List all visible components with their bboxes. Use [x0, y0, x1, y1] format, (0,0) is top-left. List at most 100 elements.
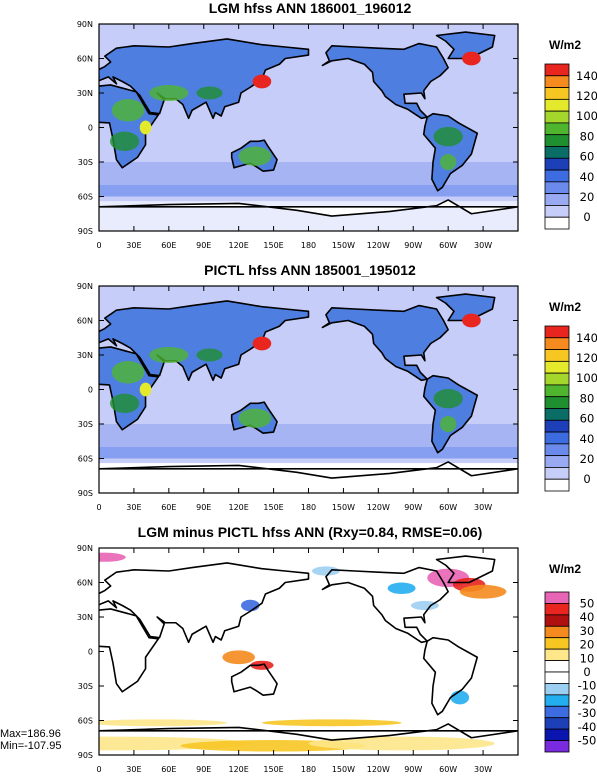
lon-tick-label: 30W: [474, 241, 492, 250]
lat-tick-label: 60S: [78, 717, 93, 726]
coastline-greenland: [435, 555, 496, 584]
panel-title: PICTL hfss ANN 185001_195012: [204, 262, 416, 278]
colorbar-swatch: [544, 325, 570, 339]
colorbar-label: 100: [576, 109, 597, 123]
panel-pictl: PICTL hfss ANN 185001_195012 90N 60N 30N 0 3…: [0, 262, 597, 522]
lon-tick-label: 30E: [126, 765, 141, 774]
stats-text: Max=186.96 Min=-107.95: [0, 728, 61, 752]
colorbar-units: W/m2: [549, 38, 582, 52]
lon-tick-label: 60W: [439, 503, 457, 512]
colorbar-label: 20: [580, 452, 595, 466]
colorbar-swatch: [544, 728, 570, 741]
hotspot: [462, 51, 481, 66]
anomaly-patch: [308, 736, 495, 751]
lat-tick-label: 0: [88, 648, 93, 657]
colorbar-label: 60: [580, 150, 595, 164]
lon-tick-label: 0: [96, 503, 101, 512]
anomaly-patch: [261, 719, 402, 727]
lon-tick-label: 120W: [367, 765, 390, 774]
colorbar-label: 20: [580, 638, 595, 652]
hotspot: [252, 74, 272, 89]
lon-tick-label: 60W: [439, 241, 457, 250]
lat-tick-label: 60S: [78, 193, 93, 202]
colorbar-swatch: [544, 87, 570, 100]
lon-tick-label: 120E: [229, 503, 249, 512]
lat-tick-label: 60N: [77, 317, 93, 326]
lon-tick-label: 180: [301, 765, 316, 774]
colorbar-swatch: [544, 419, 570, 433]
lat-tick-label: 90S: [78, 751, 93, 760]
lat-tick-label: 0: [88, 124, 93, 133]
coastline-antarctica: [99, 199, 518, 217]
colorbar-swatch: [544, 408, 570, 421]
lon-tick-label: 180: [301, 503, 316, 512]
coastline-antarctica: [99, 723, 518, 741]
flux-band: [99, 185, 518, 197]
colorbar-label: 0: [583, 210, 590, 224]
coastline-eurasia: [99, 38, 310, 120]
colorbar-swatch: [544, 455, 570, 468]
colorbar-label: 80: [580, 129, 595, 143]
land-heat-patch: [149, 346, 189, 364]
min-value: Min=-107.95: [0, 740, 62, 752]
lon-tick-label: 30W: [474, 765, 492, 774]
land-heat-patch: [440, 153, 457, 171]
panel-title: LGM hfss ANN 186001_196012: [208, 0, 412, 16]
colorbar-label: 80: [580, 391, 595, 405]
hotspot: [462, 313, 481, 328]
lon-tick-label: 120W: [367, 503, 390, 512]
colorbar-swatch: [544, 740, 570, 753]
colorbar-label: 140: [576, 331, 597, 345]
land-heat-patch: [109, 131, 140, 151]
hotspot: [139, 382, 152, 397]
colorbar-swatch: [544, 396, 570, 409]
colorbar-units: W/m2: [549, 562, 582, 576]
land-heat-patch: [433, 127, 463, 147]
land-heat-patch: [109, 393, 140, 413]
lat-tick-label: 30S: [78, 420, 93, 429]
lat-tick-label: 30N: [77, 89, 93, 98]
colorbar-label: 120: [576, 351, 597, 365]
colorbar-label: 120: [576, 89, 597, 103]
land-heat-patch: [111, 360, 145, 384]
colorbar-swatch: [544, 181, 570, 195]
anomaly-patch: [387, 582, 416, 594]
colorbar-label: -20: [578, 692, 597, 706]
colorbar-label: 140: [576, 69, 597, 83]
colorbar-label: 40: [580, 432, 595, 446]
anomaly-patch: [222, 650, 255, 665]
anomaly-patch: [450, 690, 470, 705]
lon-tick-label: 150W: [332, 503, 355, 512]
colorbar-swatch: [544, 134, 570, 147]
lon-tick-label: 60E: [161, 765, 176, 774]
coastline-samerica: [422, 636, 479, 716]
lat-tick-label: 90N: [77, 282, 93, 291]
max-value: Max=186.96: [0, 728, 61, 740]
colorbar-swatch: [544, 683, 570, 696]
colorbar-label: -50: [578, 734, 597, 748]
land-heat-patch: [196, 348, 223, 362]
colorbar-label: 20: [580, 190, 595, 204]
lon-tick-label: 120E: [229, 241, 249, 250]
anomaly-patch: [240, 599, 260, 612]
colorbar-swatch: [544, 146, 570, 159]
land-heat-patch: [111, 98, 145, 122]
colorbar-swatch: [544, 431, 570, 445]
colorbar-swatch: [544, 75, 570, 88]
lat-tick-label: 60N: [77, 579, 93, 588]
lon-tick-label: 150E: [263, 241, 283, 250]
anomaly-patch: [459, 584, 507, 599]
lon-tick-label: 30W: [474, 503, 492, 512]
lat-tick-label: 90N: [77, 20, 93, 29]
colorbar-swatch: [544, 349, 570, 362]
coastline-namerica: [321, 566, 449, 644]
land-heat-patch: [149, 84, 189, 102]
land-heat-patch: [433, 389, 463, 409]
colorbar-swatch: [544, 216, 570, 230]
colorbar-swatch: [544, 660, 570, 673]
lon-tick-label: 150W: [332, 765, 355, 774]
colorbar-swatch: [544, 478, 570, 492]
land-heat-patch: [238, 408, 272, 428]
lon-tick-label: 60E: [161, 503, 176, 512]
